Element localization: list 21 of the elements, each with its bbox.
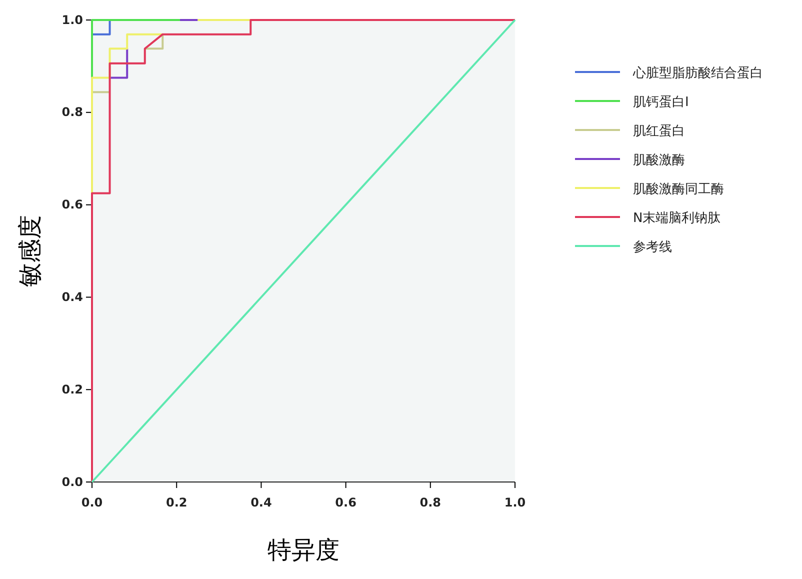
- y-tick-label: 0.4: [62, 290, 83, 304]
- x-tick-label: 0.4: [250, 496, 272, 510]
- y-tick-label: 0.2: [62, 382, 83, 396]
- legend-label: 心脏型脂肪酸结合蛋白: [632, 65, 763, 81]
- x-tick-label: 1.0: [504, 496, 526, 510]
- x-tick-label: 0.8: [420, 496, 442, 510]
- x-axis-title: 特异度: [268, 536, 340, 564]
- legend-label: 肌酸激酶: [633, 153, 685, 168]
- legend-label: 肌酸激酶同工酶: [633, 182, 724, 197]
- y-tick-label: 0.8: [62, 105, 83, 120]
- x-tick-label: 0.6: [335, 496, 356, 510]
- x-tick-label: 0.2: [166, 496, 188, 510]
- legend-label: 肌钙蛋白I: [633, 95, 689, 110]
- x-tick-label: 0.0: [81, 496, 103, 510]
- legend-label: N末端脑利钠肽: [633, 211, 721, 226]
- y-tick-label: 0.6: [62, 198, 83, 212]
- y-axis-title: 敏感度: [16, 215, 44, 287]
- y-tick-label: 0.0: [62, 474, 83, 489]
- legend-label: 肌红蛋白: [633, 124, 685, 139]
- legend-label: 参考线: [633, 240, 672, 255]
- y-tick-label: 1.0: [62, 12, 83, 27]
